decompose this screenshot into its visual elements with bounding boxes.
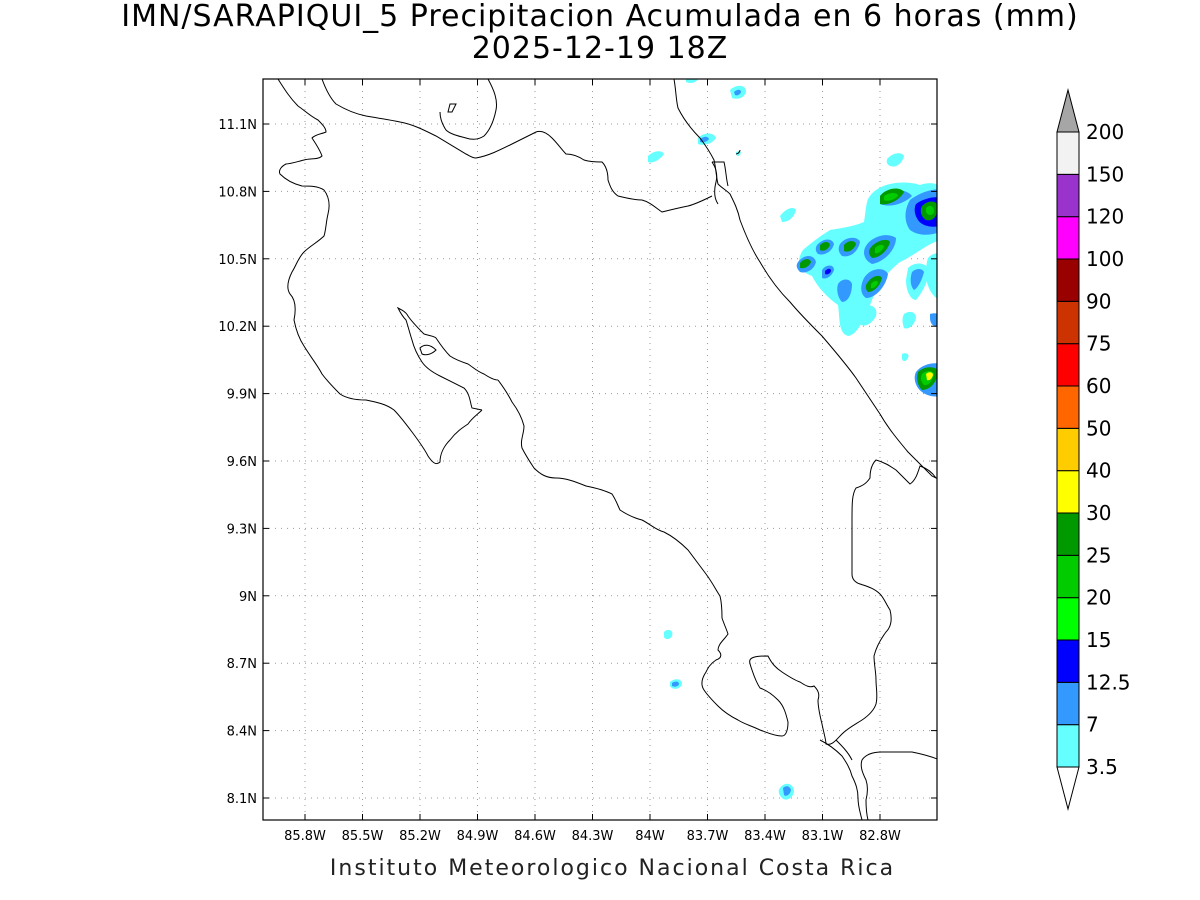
colorbar-bottom-arrow [1056,766,1080,811]
footer-credit: Instituto Meteorologico Nacional Costa R… [329,856,896,881]
rain-area [926,205,934,215]
rain-area [930,313,937,327]
colorbar-label: 120 [1086,205,1124,229]
colorbar-segment [1056,216,1080,260]
colorbar-label: 50 [1086,416,1111,440]
rain-area [800,259,811,269]
colorbar-label: 7 [1086,713,1099,737]
x-tick-label: 85.2W [399,829,441,844]
y-tick-label: 8.7N [227,657,257,672]
rain-area [902,353,909,361]
colorbar-label: 90 [1086,289,1111,313]
colorbar-segment [1056,470,1080,514]
colorbar-segment [1056,343,1080,387]
colorbar-label: 3.5 [1086,755,1118,779]
rain-area [825,268,831,275]
colorbar-label: 150 [1086,162,1124,186]
x-tick-label: 83.4W [744,829,786,844]
rain-area [926,372,933,381]
rain-area [686,79,698,83]
plot-frame [262,78,938,821]
colorbar-label: 12.5 [1086,670,1131,694]
rain-area [837,279,852,302]
x-tick-label: 84W [635,829,665,844]
rain-area [780,208,796,222]
y-tick-label: 9.9N [227,388,257,403]
rain-area [664,629,673,639]
x-tick-label: 84.6W [514,829,556,844]
rain-area [783,786,791,796]
latitude-axis: 11.1N 10.8N 10.5N 10.2N 9.9N 9.6N 9.3N 9N 8.7N 8.… [218,118,937,807]
rain-area [672,681,679,687]
rain-area [820,242,830,251]
colorbar-segment [1056,724,1080,768]
colorbar-top-arrow [1056,88,1080,133]
rain-area [902,311,916,329]
colorbar-segment [1056,300,1080,345]
y-tick-label: 10.2N [218,320,257,335]
x-tick-label: 85.5W [342,829,384,844]
y-tick-label: 10.8N [218,185,257,200]
colorbar-segment [1056,173,1080,218]
rain-area [734,89,741,96]
colorbar-segment [1056,258,1080,302]
rain-area [860,305,877,326]
colorbar-segment [1056,639,1080,683]
rain-area [648,151,664,163]
colorbar-segment [1056,681,1080,726]
y-tick-label: 8.4N [227,725,257,740]
y-tick-label: 11.1N [218,118,257,133]
precipitation-field [648,79,937,800]
y-tick-label: 10.5N [218,253,257,268]
rain-area [910,269,924,290]
y-tick-label: 9.6N [227,455,257,470]
colorbar-label: 25 [1086,543,1111,567]
rain-area [886,153,904,167]
x-tick-label: 83.1W [802,829,844,844]
x-tick-label: 84.3W [572,829,614,844]
longitude-axis: 85.8W 85.5W 85.2W 84.9W 84.6W 84.3W 84W 83.7W 83… [284,79,901,844]
coastline [277,79,937,820]
x-tick-label: 83.7W [687,829,729,844]
colorbar-segment [1056,512,1080,556]
rain-area [871,280,878,289]
colorbar-segment [1056,597,1080,641]
rain-area [884,193,898,201]
rain-area [844,241,856,252]
y-tick-label: 9.3N [227,522,257,537]
colorbar-label: 20 [1086,586,1111,610]
map-date: 2025-12-19 18Z [471,31,729,66]
colorbar-label: 200 [1086,120,1124,144]
rain-area [926,253,937,299]
colorbar-segment [1056,427,1080,472]
colorbar-label: 75 [1086,332,1111,356]
colorbar-segment [1056,554,1080,599]
y-tick-label: 9N [239,590,257,605]
colorbar-segment [1056,131,1080,175]
colorbar-label: 15 [1086,628,1111,652]
x-tick-label: 84.9W [457,829,499,844]
map-title: IMN/SARAPIQUI_5 Precipitacion Acumulada … [121,0,1079,34]
x-tick-label: 82.8W [859,829,901,844]
colorbar-label: 40 [1086,459,1111,483]
colorbar-label: 100 [1086,247,1124,271]
colorbar-label: 60 [1086,374,1111,398]
colorbar: 3.5 7 12.5 15 20 25 30 40 50 60 75 90 100 120 150 200 [1056,88,1131,811]
rain-area [875,244,884,254]
x-tick-label: 85.8W [284,829,326,844]
colorbar-label: 30 [1086,501,1111,525]
grid-lines [263,79,937,820]
y-tick-label: 8.1N [227,792,257,807]
colorbar-segment [1056,385,1080,429]
